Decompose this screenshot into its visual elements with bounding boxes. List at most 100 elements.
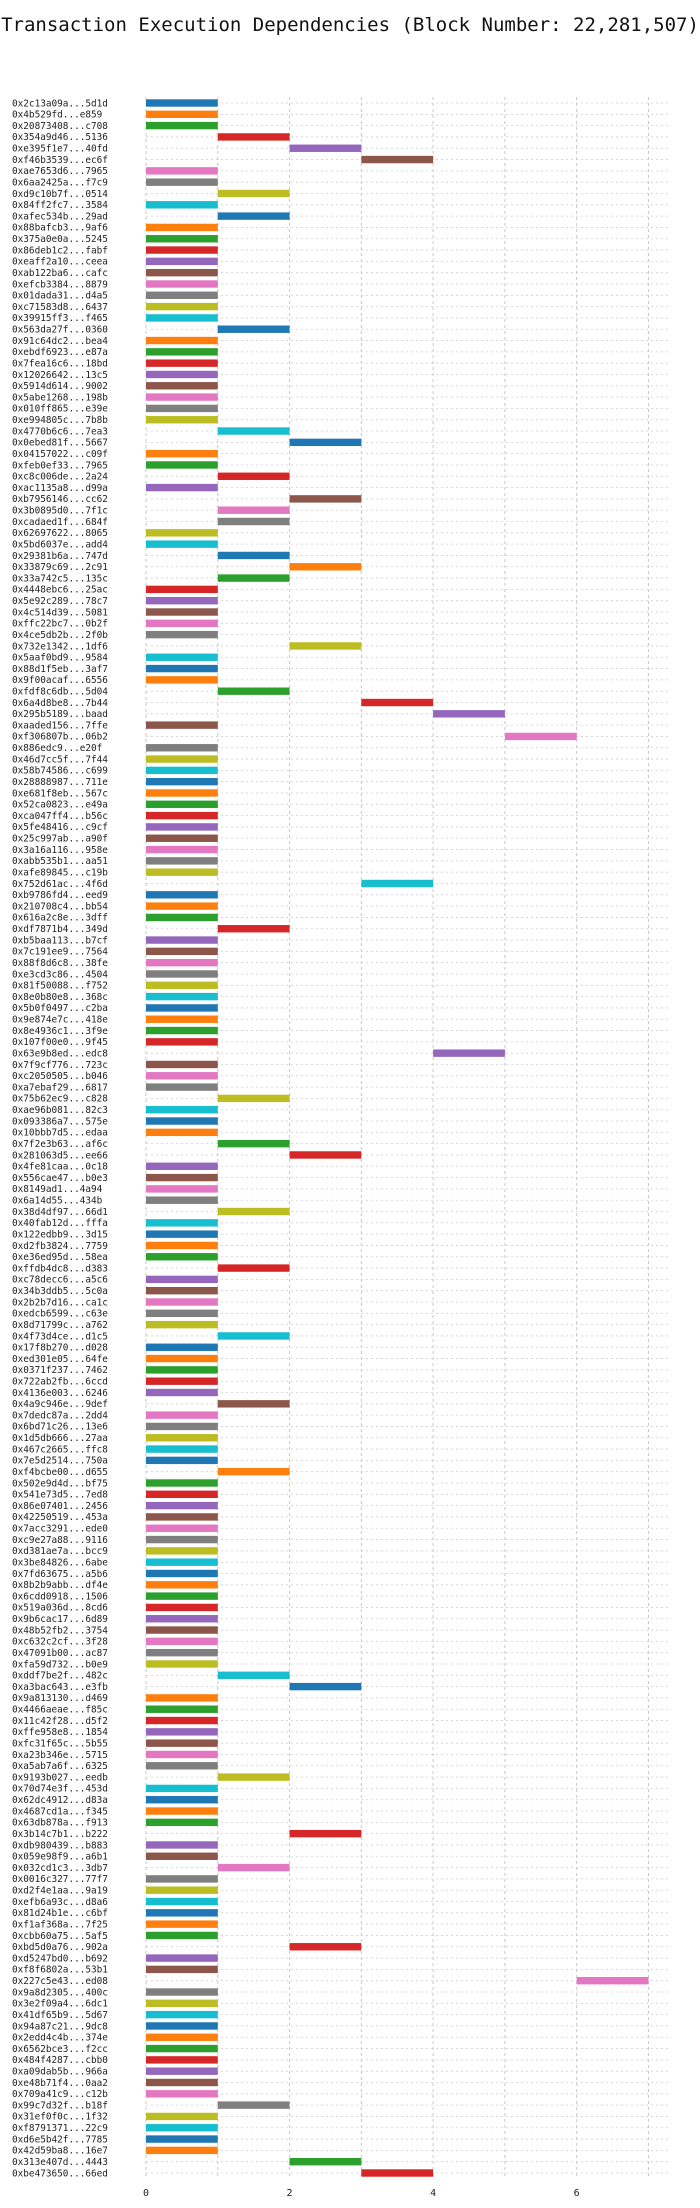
transaction-label: 0x28888987...711e	[12, 777, 108, 788]
transaction-label: 0xfc31f65c...5b55	[12, 1738, 108, 1749]
transaction-bar	[146, 936, 218, 944]
transaction-bar	[146, 1615, 218, 1623]
transaction-bar	[146, 1705, 218, 1713]
transaction-label: 0xca047ff4...b56c	[12, 811, 108, 822]
transaction-label: 0x519a036d...8cd6	[12, 1603, 108, 1614]
transaction-bar	[146, 1569, 218, 1578]
transaction-bar	[146, 653, 218, 661]
transaction-bar	[146, 1253, 218, 1261]
transaction-bar	[146, 1117, 218, 1125]
transaction-label: 0x38d4df97...66d1	[12, 1207, 108, 1218]
transaction-bar	[146, 1648, 218, 1657]
x-tick-label: 6	[574, 2188, 580, 2199]
transaction-bar	[146, 913, 218, 922]
transaction-label: 0xf46b3539...ec6f	[12, 155, 108, 166]
transaction-label: 0xe395f1e7...40fd	[12, 144, 108, 155]
transaction-label: 0x541e73d5...7ed8	[12, 1490, 108, 1501]
x-tick-labels: 0 2 4 6	[143, 2188, 580, 2199]
transaction-bar	[433, 710, 505, 718]
transaction-bar	[146, 970, 218, 978]
transaction-label: 0xa3bac643...e3fb	[12, 1682, 108, 1693]
transaction-bar	[146, 1694, 218, 1702]
transaction-label: 0x7acc3291...ede0	[12, 1524, 108, 1535]
transaction-bar	[217, 687, 290, 695]
transaction-label: 0x7f9cf776...723c	[12, 1060, 108, 1071]
transaction-bar	[146, 1818, 218, 1827]
transaction-bar	[146, 280, 218, 288]
transaction-bar	[146, 1219, 218, 1227]
transaction-bar	[146, 811, 218, 820]
transaction-bar	[146, 201, 218, 209]
transaction-label: 0xe36ed95d...58ea	[12, 1252, 108, 1263]
transaction-bar	[217, 1400, 290, 1408]
transaction-label: 0x62dc4912...d83a	[12, 1795, 108, 1806]
transaction-label: 0x99c7d32f...b18f	[12, 2100, 108, 2111]
transaction-label: 0x732e1342...1df6	[12, 641, 108, 652]
transaction-bar	[217, 1264, 290, 1272]
transaction-label: 0x48b52fb2...3754	[12, 1625, 108, 1636]
transaction-bar	[146, 223, 218, 232]
transaction-bar	[146, 721, 218, 729]
transaction-bar	[146, 1501, 218, 1510]
transaction-bar	[361, 698, 434, 707]
transaction-label: 0xd6e5b42f...7785	[12, 2134, 108, 2145]
transaction-label: 0x4a9c946e...9def	[12, 1399, 108, 1410]
transaction-bar	[217, 551, 290, 560]
transaction-bar	[146, 2078, 218, 2087]
transaction-bar	[146, 608, 218, 616]
transaction-label: 0xb5baa113...b7cf	[12, 935, 108, 946]
transaction-label: 0x709a41c9...c12b	[12, 2089, 108, 2100]
transaction-label: 0x4b529fd...e859	[12, 110, 103, 121]
transaction-label: 0x6a14d55...434b	[12, 1196, 103, 1207]
transaction-bar	[146, 1841, 218, 1849]
transaction-bar	[146, 1626, 218, 1634]
transaction-label: 0xa23b346e...5715	[12, 1750, 108, 1761]
transaction-bar	[146, 947, 218, 956]
transaction-bar	[217, 1139, 290, 1148]
transaction-bar	[146, 268, 218, 277]
transaction-bar	[217, 574, 290, 582]
transaction-label: 0x107f00e0...9f45	[12, 1037, 108, 1048]
transaction-label: 0x88d1f5eb...3af7	[12, 664, 108, 675]
transaction-bar	[146, 1309, 218, 1318]
transaction-label: 0xffc22bc7...0b2f	[12, 619, 108, 630]
transaction-bar	[146, 1965, 218, 1974]
transaction-label: 0xf8791371...22c9	[12, 2123, 108, 2134]
transaction-bar	[146, 348, 218, 356]
transaction-bar	[146, 868, 218, 876]
transaction-label: 0x6cdd0918...1506	[12, 1591, 108, 1602]
transaction-bar	[217, 1207, 290, 1216]
transaction-label: 0x94a87c21...9dc8	[12, 2021, 108, 2032]
transaction-bar	[146, 1162, 218, 1170]
transaction-label: 0xefcb3384...8879	[12, 279, 108, 290]
transaction-label: 0x40fab12d...fffa	[12, 1218, 108, 1229]
transaction-label: 0xac1135a8...d99a	[12, 483, 108, 494]
transaction-bar	[146, 359, 218, 367]
transaction-bar	[146, 382, 218, 390]
x-tick-label: 4	[430, 2188, 436, 2199]
transaction-label: 0x9a8d2305...400c	[12, 1987, 108, 1998]
x-tick-label: 0	[143, 2188, 149, 2199]
transaction-bar	[146, 1241, 218, 1250]
transaction-label: 0xcadaed1f...684f	[12, 517, 108, 528]
transaction-label: 0xbd5d0a76...902a	[12, 1942, 108, 1953]
transaction-label: 0x0016c327...77f7	[12, 1874, 108, 1885]
transaction-label: 0x484f4287...cbb0	[12, 2055, 108, 2066]
transaction-bar	[146, 2010, 218, 2019]
transaction-bar	[146, 291, 218, 299]
transaction-label: 0xaaded156...7ffe	[12, 720, 108, 731]
transaction-label: 0x210708c4...bb54	[12, 901, 108, 912]
transaction-label: 0x9193b027...eedb	[12, 1772, 108, 1783]
transaction-label: 0x8e4936c1...3f9e	[12, 1026, 108, 1037]
transaction-bar	[146, 99, 218, 107]
transaction-label: 0xa5ab7a6f...6325	[12, 1761, 108, 1772]
transaction-bar	[217, 925, 290, 933]
transaction-label: 0x33879c69...2c91	[12, 562, 108, 573]
transaction-label: 0x91c64dc2...bea4	[12, 336, 108, 347]
transaction-label: 0x4687cd1a...f345	[12, 1806, 108, 1817]
transaction-bar	[146, 416, 218, 424]
transaction-bar	[576, 1977, 649, 1985]
transaction-label: 0x8149ad1...4a94	[12, 1184, 103, 1195]
transaction-bar	[146, 1377, 218, 1385]
